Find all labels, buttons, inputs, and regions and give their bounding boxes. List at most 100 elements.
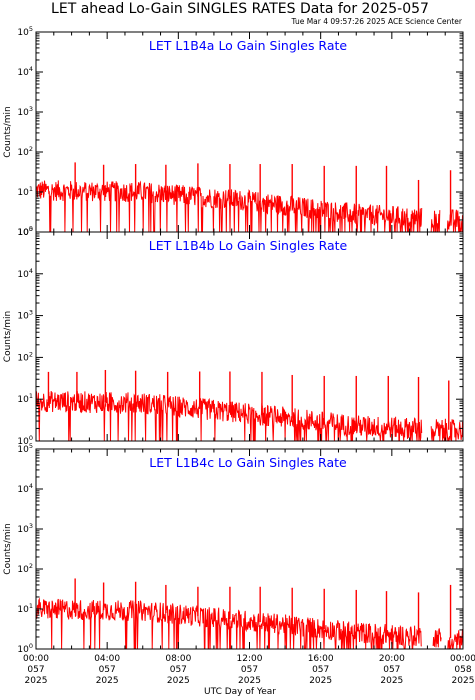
y-tick-exponent: 1 (29, 392, 33, 400)
y-axis-label-1: Counts/min (3, 106, 13, 157)
y-tick-base: 10 (17, 645, 29, 655)
panel-title-3: LET L1B4c Lo Gain Singles Rate (149, 455, 347, 470)
y-tick-exponent: 0 (29, 225, 33, 233)
x-tick-doy: 058 (454, 665, 471, 675)
x-tick-time: 00:00 (450, 654, 475, 664)
x-axis-label: UTC Day of Year (204, 687, 276, 697)
series-line-1-1 (36, 180, 423, 232)
y-tick-label: 102 (17, 350, 33, 363)
x-tick-doy: 057 (99, 665, 116, 675)
y-tick-exponent: 5 (29, 25, 33, 33)
y-tick-base: 10 (17, 353, 29, 363)
y-tick-base: 10 (17, 228, 29, 238)
y-tick-label: 104 (17, 65, 33, 78)
x-tick-time: 16:00 (308, 654, 334, 664)
x-tick-doy: 057 (170, 665, 187, 675)
y-tick-base: 10 (17, 605, 29, 615)
y-tick-base: 10 (17, 68, 29, 78)
y-tick-exponent: 1 (29, 602, 33, 610)
x-tick-labels: 00:00057202504:00057202508:00057202512:0… (23, 654, 475, 686)
y-tick-exponent: 3 (29, 309, 33, 317)
series-line-2-2 (430, 418, 463, 441)
y-tick-exponent: 2 (29, 562, 33, 570)
y-tick-base: 10 (17, 445, 29, 455)
y-tick-base: 10 (17, 525, 29, 535)
y-tick-exponent: 2 (29, 145, 33, 153)
x-tick-doy: 057 (241, 665, 258, 675)
y-tick-label: 102 (17, 145, 33, 158)
x-tick-year: 2025 (452, 676, 475, 686)
y-tick-label: 101 (17, 602, 33, 615)
timestamp-label: Tue Mar 4 09:57:26 2025 ACE Science Cent… (291, 17, 463, 26)
y-tick-base: 10 (17, 188, 29, 198)
series-line-3-2 (432, 628, 442, 648)
y-tick-exponent: 4 (29, 267, 33, 275)
y-tick-label: 100 (17, 225, 33, 238)
y-tick-base: 10 (17, 270, 29, 280)
x-tick-year: 2025 (25, 676, 48, 686)
y-tick-base: 10 (17, 437, 29, 447)
y-tick-exponent: 5 (29, 225, 33, 233)
y-tick-label: 105 (17, 25, 33, 38)
series-line-1-3 (446, 209, 463, 232)
y-axis-label-2: Counts/min (3, 311, 13, 362)
y-tick-label: 103 (17, 522, 33, 535)
y-tick-label: 103 (17, 309, 33, 322)
plot-frame (35, 231, 464, 442)
y-tick-exponent: 4 (29, 65, 33, 73)
x-tick-time: 12:00 (237, 654, 263, 664)
y-tick-label: 101 (17, 185, 33, 198)
y-tick-exponent: 4 (29, 482, 33, 490)
y-tick-label: 100 (17, 642, 33, 655)
y-tick-exponent: 3 (29, 105, 33, 113)
y-tick-label: 105 (17, 225, 33, 238)
y-tick-label: 105 (17, 442, 33, 455)
x-tick-doy: 057 (27, 665, 44, 675)
y-tick-base: 10 (17, 28, 29, 38)
x-tick-year: 2025 (380, 676, 403, 686)
y-tick-base: 10 (17, 395, 29, 405)
x-tick-year: 2025 (96, 676, 119, 686)
x-tick-year: 2025 (167, 676, 190, 686)
y-tick-label: 104 (17, 267, 33, 280)
series-line-1-2 (430, 210, 441, 232)
y-tick-label: 103 (17, 105, 33, 118)
panel-title-2: LET L1B4b Lo Gain Singles Rate (149, 238, 348, 253)
panel-title-1: LET L1B4a Lo Gain Singles Rate (149, 38, 348, 53)
figure-title: LET ahead Lo-Gain SINGLES RATES Data for… (51, 1, 429, 17)
x-tick-doy: 057 (312, 665, 329, 675)
x-tick-doy: 057 (383, 665, 400, 675)
x-tick-time: 00:00 (23, 654, 49, 664)
x-tick-year: 2025 (309, 676, 332, 686)
y-tick-exponent: 0 (29, 642, 33, 650)
y-tick-label: 100 (17, 434, 33, 447)
y-tick-base: 10 (17, 485, 29, 495)
x-tick-time: 08:00 (165, 654, 191, 664)
x-tick-time: 04:00 (94, 654, 120, 664)
y-tick-exponent: 1 (29, 185, 33, 193)
x-tick-year: 2025 (238, 676, 261, 686)
series-line-3-1 (36, 597, 422, 649)
y-tick-base: 10 (17, 148, 29, 158)
series-line-3-3 (447, 629, 463, 649)
y-tick-label: 101 (17, 392, 33, 405)
y-tick-base: 10 (17, 228, 29, 238)
x-tick-time: 20:00 (379, 654, 405, 664)
y-tick-exponent: 0 (29, 434, 33, 442)
y-tick-label: 104 (17, 482, 33, 495)
y-axis-label-3: Counts/min (3, 523, 13, 574)
y-tick-exponent: 2 (29, 350, 33, 358)
y-tick-exponent: 3 (29, 522, 33, 530)
